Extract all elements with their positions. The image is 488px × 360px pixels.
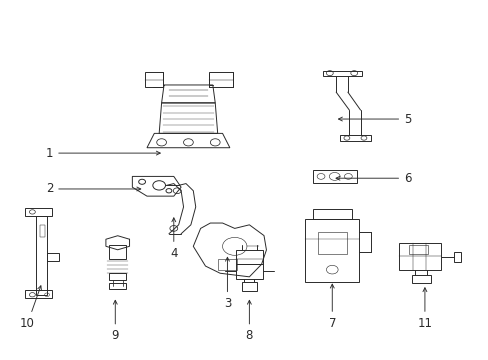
Bar: [46, 253, 59, 261]
Bar: [242, 282, 256, 291]
Bar: [317, 232, 346, 253]
Bar: [25, 208, 52, 216]
Text: 2: 2: [45, 183, 141, 195]
Text: 10: 10: [20, 286, 41, 330]
Text: 9: 9: [111, 300, 119, 342]
Bar: [40, 225, 44, 237]
Text: 11: 11: [417, 288, 431, 330]
Text: 3: 3: [224, 257, 231, 310]
Text: 1: 1: [45, 147, 160, 159]
Bar: [235, 264, 263, 279]
Bar: [208, 72, 233, 87]
Bar: [411, 275, 430, 283]
Bar: [109, 273, 126, 280]
Text: 8: 8: [245, 300, 253, 342]
Bar: [398, 243, 440, 270]
Bar: [217, 259, 237, 270]
Text: 7: 7: [328, 284, 335, 330]
Bar: [109, 283, 126, 289]
Bar: [144, 72, 163, 87]
Text: 5: 5: [338, 113, 411, 126]
Text: 4: 4: [170, 218, 177, 260]
Text: 6: 6: [335, 172, 411, 185]
Bar: [36, 216, 46, 295]
Bar: [408, 244, 427, 253]
Bar: [109, 245, 126, 259]
Bar: [453, 252, 461, 262]
Bar: [25, 291, 52, 298]
Bar: [235, 250, 263, 264]
